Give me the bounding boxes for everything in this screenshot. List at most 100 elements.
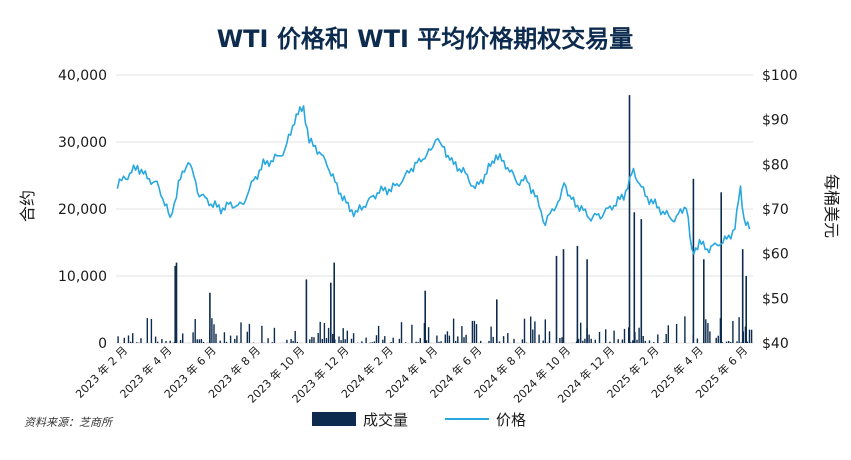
volume-bar [370,343,371,344]
volume-bar [732,321,733,343]
volume-bar [399,339,400,343]
volume-bar [428,327,429,343]
volume-bar [449,336,450,343]
volume-bar [151,319,152,343]
volume-bar-spike [745,276,747,343]
volume-bar [309,339,310,343]
volume-bar [726,342,727,343]
y-left-tick-label: 30,000 [58,135,107,151]
volume-bar [461,326,462,343]
volume-bar [390,342,391,343]
volume-bar [559,338,560,343]
volume-bar [274,328,275,343]
volume-bar [318,333,319,343]
volume-bar-spike [634,212,636,343]
y-left-tick-label: 10,000 [58,269,107,285]
volume-bar [411,325,412,343]
volume-bar [203,342,204,343]
volume-bar [605,329,606,343]
volume-bar-spike [496,299,498,343]
volume-bar [549,331,550,343]
volume-bar-spike [629,95,631,343]
y-left-axis-label: 合约 [18,190,37,222]
volume-bar [361,341,362,343]
volume-bar [290,339,291,343]
volume-bar [561,337,562,343]
volume-bar [182,333,183,343]
volume-bar [584,339,585,343]
legend-volume-swatch [312,412,356,426]
volume-bar [261,326,262,343]
volume-bar [455,341,456,343]
volume-bar [663,342,664,343]
volume-bar [624,329,625,343]
volume-bar [503,336,504,343]
volume-bar [609,342,610,343]
volume-bar [220,341,221,343]
price-line-group [117,106,749,254]
volume-bar [132,333,133,343]
volume-bar [234,339,235,343]
volume-bar [130,342,131,343]
volume-bar-spike [333,263,335,343]
volume-bar [438,342,439,343]
volume-bar [249,324,250,343]
volume-bar [180,340,181,343]
volume-bar [311,337,312,343]
volume-bar [476,324,477,343]
volume-bar [155,337,156,343]
volume-bar [499,341,500,343]
volume-bar [447,331,448,343]
volume-bar [157,342,158,343]
volume-bar [472,321,473,343]
volume-bar [420,338,421,343]
volume-bar [705,319,706,343]
volume-bar [751,330,752,343]
volume-bar [588,335,589,343]
volume-bar [643,336,644,343]
volume-bar [297,342,298,343]
volume-bar [292,341,293,343]
volume-bar [124,338,125,343]
volume-bar [340,340,341,343]
volume-bar [353,333,354,343]
volume-bar [465,335,466,343]
y-right-axis-label: 每桶美元 [822,174,841,238]
y-right-tick-label: $70 [762,202,789,218]
y-left-tick-label: 40,000 [58,68,107,84]
volume-bar [345,339,346,343]
volume-bar [324,323,325,343]
volume-bar [213,324,214,343]
volume-bar [490,327,491,343]
y-right-tick-label: $80 [762,157,789,173]
volume-bar [741,342,742,343]
volume-bar [599,332,600,343]
volume-bar [426,340,427,343]
chart-title: WTI 价格和 WTI 平均价格期权交易量 [217,25,634,53]
volume-bar [117,336,118,343]
volume-bar [372,342,373,343]
volume-bar [247,332,248,343]
price-line [117,106,749,254]
volume-bar [382,340,383,343]
volume-bar [595,340,596,343]
gridlines [116,75,753,343]
volume-bar [591,339,592,343]
volume-bar [632,340,633,343]
volume-bar [351,339,352,343]
volume-bar [534,321,535,343]
volume-bar [313,337,314,343]
volume-bar [347,331,348,343]
volume-bar [215,334,216,343]
volume-bar [236,336,237,344]
volume-bar [709,331,710,343]
volume-bar [440,341,441,343]
volume-bar [201,339,202,343]
legend: 成交量 价格 [312,411,526,429]
volume-bar [230,336,231,343]
volume-bar-spike [577,246,579,343]
volume-bar [147,318,148,343]
volume-bar [192,332,193,343]
volume-bar-spike [703,259,705,343]
